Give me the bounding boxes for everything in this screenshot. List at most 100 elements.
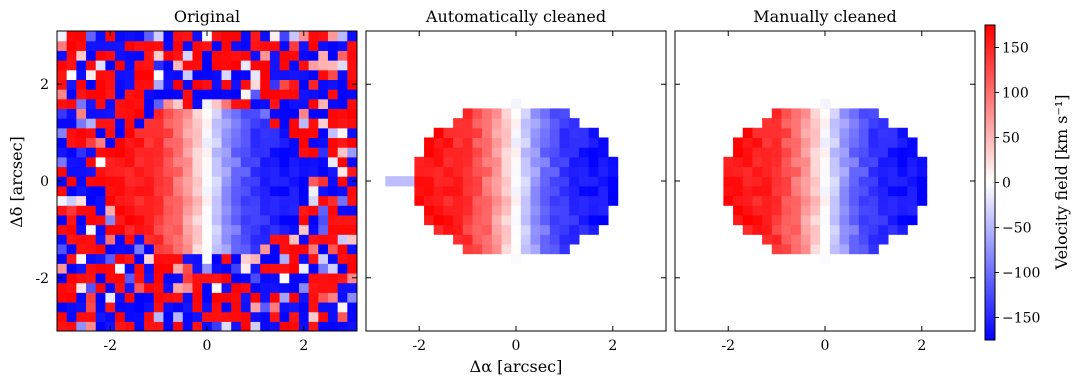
heatmap-cell <box>182 243 194 255</box>
heatmap-cell <box>240 118 252 129</box>
heatmap-cell <box>347 214 357 226</box>
heatmap-cell <box>211 166 223 177</box>
heatmap-cell <box>153 31 165 42</box>
heatmap-cell <box>86 147 97 158</box>
heatmap-cell <box>57 321 68 331</box>
heatmap-cell <box>347 60 357 71</box>
heatmap-cell <box>192 31 203 42</box>
heatmap-cell <box>76 156 87 168</box>
heatmap-cell <box>153 321 165 331</box>
heatmap-cell <box>57 214 68 226</box>
heatmap-cell <box>308 118 319 129</box>
heatmap-cell <box>250 176 261 187</box>
heatmap-cell <box>289 69 300 80</box>
heatmap-cell <box>221 243 232 255</box>
heatmap-cell <box>820 98 831 110</box>
heatmap-cell <box>462 108 474 119</box>
heatmap-cell <box>578 166 590 177</box>
heatmap-cell <box>182 253 194 264</box>
heatmap-cell <box>318 263 329 274</box>
heatmap-cell <box>76 263 87 274</box>
heatmap-cell <box>511 118 522 129</box>
heatmap-cell <box>839 127 850 139</box>
heatmap-cell <box>269 50 281 61</box>
heatmap-cell <box>887 224 899 235</box>
heatmap-cell <box>57 263 68 274</box>
heatmap-cell <box>250 60 261 71</box>
heatmap-cell <box>269 195 281 206</box>
heatmap-cell <box>95 60 106 71</box>
heatmap-cell <box>588 147 599 158</box>
heatmap-cell <box>501 214 512 226</box>
heatmap-cell <box>124 214 136 226</box>
heatmap-cell <box>153 224 165 235</box>
heatmap-cell <box>549 195 561 206</box>
heatmap-cell <box>279 79 290 90</box>
heatmap-cell <box>337 79 348 90</box>
heatmap-cell <box>607 195 619 206</box>
heatmap-cell <box>182 292 194 303</box>
heatmap-cell <box>182 127 194 139</box>
heatmap-cell <box>762 234 773 245</box>
heatmap-cell <box>95 234 106 245</box>
heatmap-cell <box>327 127 339 139</box>
heatmap-cell <box>66 224 77 235</box>
heatmap-cell <box>318 118 329 129</box>
heatmap-cell <box>298 118 310 129</box>
heatmap-cell <box>231 137 242 148</box>
heatmap-cell <box>289 243 300 255</box>
heatmap-cell <box>86 50 97 61</box>
heatmap-cell <box>318 98 329 110</box>
colorbar-tick-label: 100 <box>1002 86 1029 102</box>
heatmap-cell <box>134 253 145 264</box>
heatmap-cell <box>482 166 493 177</box>
heatmap-cell <box>144 166 155 177</box>
heatmap-cell <box>839 176 850 187</box>
heatmap-cell <box>115 156 126 168</box>
heatmap-cell <box>144 301 155 313</box>
heatmap-cell <box>762 127 773 139</box>
heatmap-cell <box>250 185 261 197</box>
heatmap-cell <box>482 195 493 206</box>
heatmap-cell <box>260 292 271 303</box>
heatmap-cell <box>308 79 319 90</box>
heatmap-cell <box>124 224 136 235</box>
heatmap-cell <box>298 40 310 51</box>
heatmap-cell <box>337 272 348 284</box>
heatmap-cell <box>337 166 348 177</box>
heatmap-cell <box>105 127 116 139</box>
heatmap-cell <box>124 89 136 100</box>
heatmap-cell <box>752 214 763 226</box>
heatmap-cell <box>540 224 551 235</box>
heatmap-cell <box>337 214 348 226</box>
heatmap-cell <box>337 234 348 245</box>
heatmap-cell <box>240 282 252 293</box>
heatmap-cell <box>202 292 213 303</box>
heatmap-cell <box>501 147 512 158</box>
heatmap-cell <box>115 147 126 158</box>
heatmap-cell <box>153 79 165 90</box>
heatmap-cell <box>115 69 126 80</box>
heatmap-cell <box>260 234 271 245</box>
heatmap-cell <box>124 156 136 168</box>
heatmap-cell <box>231 214 242 226</box>
colorbar-tick-label: −50 <box>1002 221 1032 237</box>
heatmap-cell <box>153 137 165 148</box>
heatmap-cell <box>202 311 213 322</box>
heatmap-cell <box>269 282 281 293</box>
heatmap-cell <box>289 156 300 168</box>
heatmap-cell <box>327 50 339 61</box>
heatmap-cell <box>66 31 77 42</box>
heatmap-cell <box>289 214 300 226</box>
heatmap-cell <box>279 185 290 197</box>
heatmap-cell <box>192 234 203 245</box>
heatmap-cell <box>327 176 339 187</box>
heatmap-cell <box>86 321 97 331</box>
heatmap-cell <box>95 263 106 274</box>
heatmap-cell <box>173 127 184 139</box>
heatmap-cell <box>173 282 184 293</box>
heatmap-cell <box>95 79 106 90</box>
heatmap-cell <box>66 185 77 197</box>
heatmap-cell <box>337 98 348 110</box>
panel-title-manually-cleaned: Manually cleaned <box>753 7 897 26</box>
